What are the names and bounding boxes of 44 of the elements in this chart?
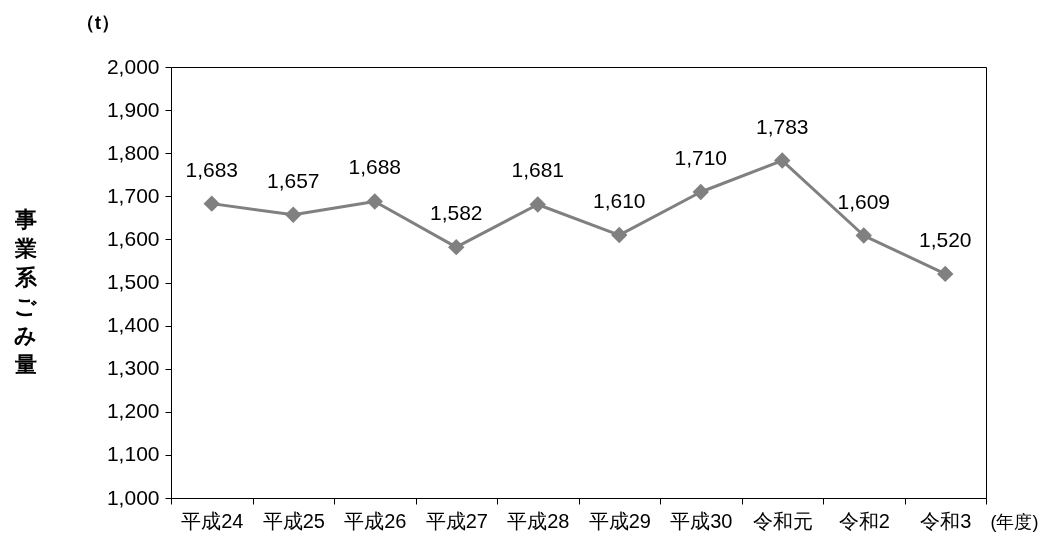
- point: [448, 238, 465, 256]
- y-tick-label: 1,400: [106, 313, 160, 337]
- y-tick-label: 1,500: [106, 270, 160, 293]
- x-tick-label: 平成25: [262, 509, 325, 532]
- y-tick-label: 1,100: [106, 442, 160, 466]
- data-label: 1,610: [592, 189, 646, 213]
- x-tick-label: 平成29: [588, 509, 651, 532]
- x-tick-label: 平成30: [670, 509, 733, 532]
- y-tick-label: 1,700: [106, 183, 160, 207]
- x-tick-label: 令和2: [838, 509, 890, 532]
- x-tick-label: 令和元: [752, 509, 813, 532]
- y-axis-title: 事業系ごみ量: [13, 206, 38, 377]
- x-tick-label: 平成26: [344, 509, 407, 532]
- y-tick-label: 1,900: [106, 97, 160, 121]
- y-tick-label: 1,800: [106, 140, 160, 164]
- y-tick-label: 1,300: [106, 356, 160, 380]
- point: [285, 206, 302, 224]
- y-tick-label: 2,000: [106, 54, 160, 78]
- y-tick-label: 1,200: [106, 399, 160, 423]
- x-tick-label: 平成24: [181, 509, 244, 532]
- data-label: 1,520: [918, 227, 972, 251]
- x-axis-title: (年度): [990, 511, 1039, 532]
- point: [529, 196, 546, 213]
- y-tick-label: 1,000: [106, 485, 160, 509]
- point: [937, 265, 954, 283]
- x-tick-label: 平成27: [425, 509, 488, 532]
- data-label: 1,710: [674, 145, 728, 169]
- y-tick-label: 1,600: [106, 226, 160, 250]
- data-label: 1,609: [837, 189, 891, 213]
- point: [366, 193, 383, 210]
- point: [203, 195, 220, 212]
- point: [611, 226, 628, 244]
- point: [774, 152, 791, 169]
- point: [692, 183, 709, 201]
- x-tick-label: 平成28: [507, 509, 570, 532]
- data-label: 1,683: [185, 157, 239, 181]
- data-label: 1,783: [755, 114, 809, 138]
- data-label: 1,681: [511, 158, 565, 182]
- data-label: 1,657: [266, 168, 320, 192]
- data-label: 1,582: [429, 201, 483, 225]
- text: （t）: [75, 12, 121, 33]
- x-tick-label: 令和3: [920, 509, 972, 532]
- data-label: 1,688: [348, 155, 402, 179]
- point: [855, 227, 872, 244]
